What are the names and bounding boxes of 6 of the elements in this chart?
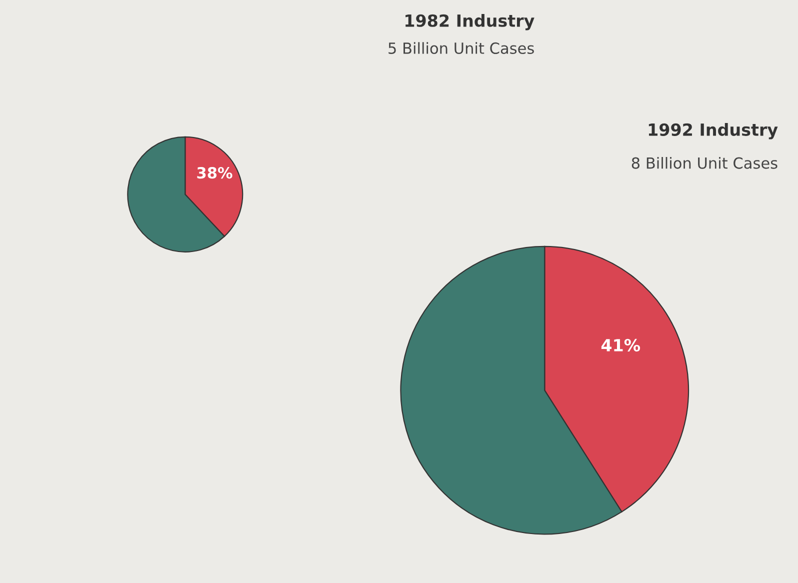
data-label: 41% (601, 338, 640, 352)
data-label: 38% (197, 167, 232, 179)
text: 1982 Industry (406, 14, 534, 30)
text: 5 Billion Unit Cases (388, 42, 534, 54)
chart-title: 1992 Industry (648, 123, 778, 140)
chart-subtitle: 8 Billion Unit Cases (632, 157, 778, 169)
